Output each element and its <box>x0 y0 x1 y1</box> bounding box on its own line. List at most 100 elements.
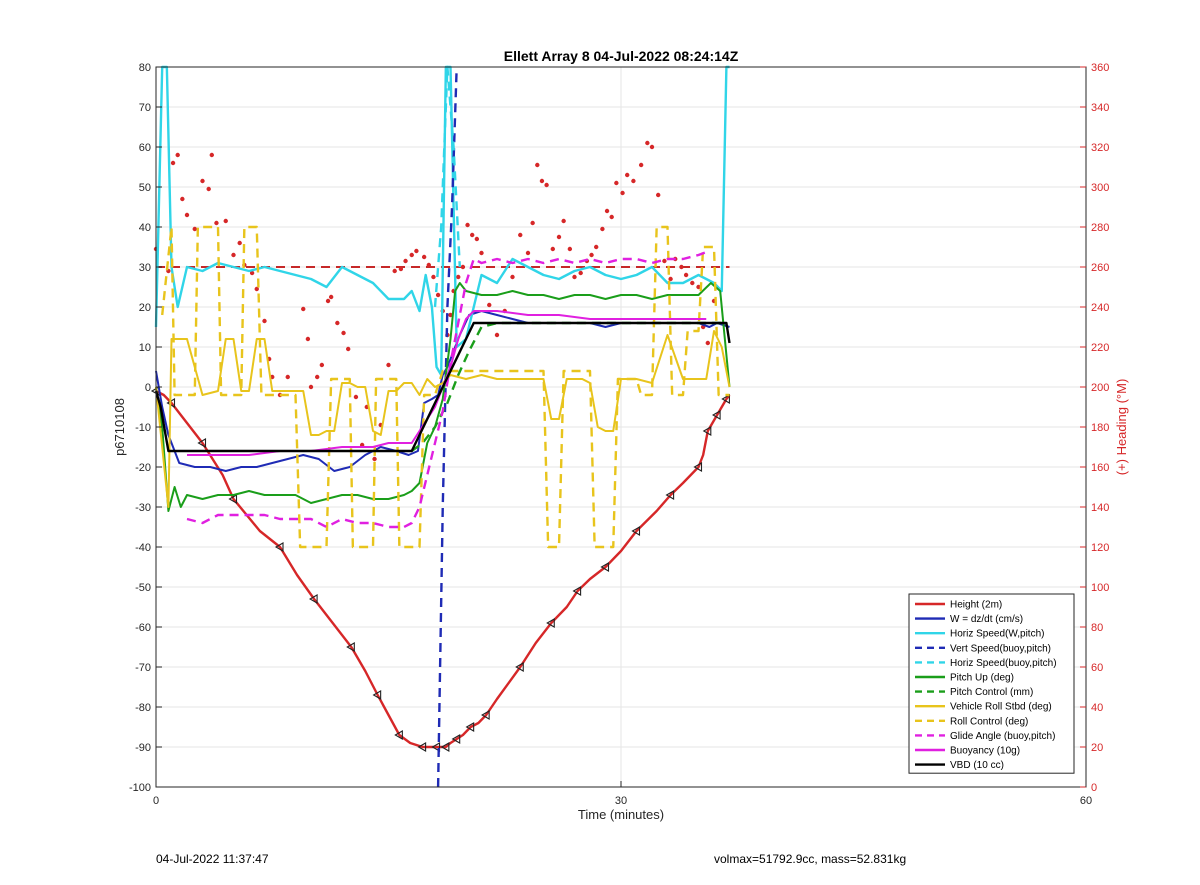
heading-point <box>409 252 414 258</box>
legend-label: VBD (10 cc) <box>950 760 1004 771</box>
heading-point <box>308 384 314 390</box>
y2-tick-label: 180 <box>1091 422 1109 434</box>
heading-point <box>589 252 594 258</box>
y-tick-label: 10 <box>139 342 151 354</box>
y2-tick-label: 220 <box>1091 342 1109 354</box>
heading-point <box>656 192 661 198</box>
heading-point <box>426 262 431 268</box>
heading-point <box>609 214 614 220</box>
heading-point <box>535 162 540 168</box>
y-tick-label: -90 <box>135 742 151 754</box>
heading-point <box>696 284 701 290</box>
height-marker <box>431 742 441 752</box>
heading-point <box>460 264 466 270</box>
height-marker <box>417 742 427 752</box>
y-tick-label: 30 <box>139 262 151 274</box>
y2-tick-label: 360 <box>1091 62 1109 74</box>
heading-point <box>572 274 577 280</box>
height-marker <box>346 642 355 652</box>
heading-point <box>325 298 331 304</box>
height-marker <box>451 734 461 744</box>
y-tick-label: -30 <box>135 502 151 514</box>
heading-point <box>214 220 219 226</box>
y2-axis-label: (+) Heading (°M) <box>1114 379 1129 476</box>
heading-point <box>494 332 500 338</box>
y2-tick-label: 60 <box>1091 662 1103 674</box>
heading-point <box>398 266 404 272</box>
series-line-vert-speed-buoy-pitch <box>436 66 458 788</box>
heading-point <box>690 280 695 286</box>
heading-point <box>435 292 441 298</box>
x-tick-label: 0 <box>153 795 159 807</box>
height-marker <box>440 742 450 752</box>
height-marker <box>702 426 712 436</box>
heading-point <box>474 236 480 242</box>
y-tick-label: -50 <box>135 582 151 594</box>
y-tick-label: 20 <box>139 302 151 314</box>
heading-point <box>518 232 523 238</box>
y2-tick-label: 340 <box>1091 102 1109 114</box>
footer-timestamp: 04-Jul-2022 11:37:47 <box>156 852 269 866</box>
series-line-horiz-speed-w-pitch <box>154 65 730 377</box>
legend-label: Horiz Speed(buoy,pitch) <box>950 658 1057 669</box>
legend-label: Glide Angle (buoy,pitch) <box>950 731 1055 742</box>
heading-point <box>206 186 211 192</box>
y-tick-label: 70 <box>139 102 151 114</box>
height-marker <box>274 542 284 552</box>
y-tick-label: 0 <box>145 382 151 394</box>
axis-ticks: 80706050403020100-10-20-30-40-50-60-70-8… <box>129 62 1109 807</box>
heading-point <box>346 346 351 352</box>
y2-tick-label: 100 <box>1091 582 1109 594</box>
heading-point <box>421 254 427 260</box>
height-marker <box>394 730 403 740</box>
heading-point <box>556 234 562 240</box>
heading-point <box>544 182 549 188</box>
heading-point <box>254 286 259 292</box>
y-tick-label: -60 <box>135 622 151 634</box>
heading-point <box>192 226 197 232</box>
heading-point <box>525 250 531 256</box>
heading-point <box>631 178 636 184</box>
heading-point <box>328 294 334 300</box>
height-marker <box>465 722 475 732</box>
heading-point <box>668 276 673 282</box>
legend-label: W = dz/dt (cm/s) <box>950 614 1023 625</box>
heading-point <box>594 244 599 250</box>
heading-point <box>539 178 545 184</box>
heading-point <box>649 144 655 150</box>
legend-label: Horiz Speed(W,pitch) <box>950 629 1044 640</box>
legend: Height (2m) W = dz/dt (cm/s) Horiz Speed(W… <box>908 593 1075 774</box>
height-marker <box>515 662 524 672</box>
y-tick-label: 50 <box>139 182 151 194</box>
y2-tick-label: 280 <box>1091 222 1109 234</box>
heading-point <box>319 362 325 368</box>
height-marker <box>481 710 490 720</box>
height-marker <box>572 586 582 596</box>
heading-point <box>530 220 535 226</box>
legend-label: Pitch Control (mm) <box>950 687 1033 698</box>
y2-tick-label: 20 <box>1091 742 1103 754</box>
heading-point <box>414 248 419 254</box>
y-tick-label: -10 <box>135 422 151 434</box>
height-marker <box>693 462 703 472</box>
heading-point <box>200 178 205 184</box>
heading-point <box>431 274 436 280</box>
legend-label: Buoyancy (10g) <box>950 746 1020 757</box>
legend-box <box>908 593 1075 774</box>
heading-point <box>353 394 359 400</box>
y-tick-label: 40 <box>139 222 151 234</box>
y-tick-label: -40 <box>135 542 151 554</box>
height-marker <box>197 438 207 448</box>
heading-point <box>479 250 484 256</box>
y-axis-label: p6710108 <box>112 398 127 456</box>
chart-title: Ellett Array 8 04-Jul-2022 08:24:14Z <box>504 48 739 64</box>
height-marker <box>631 526 641 536</box>
height-marker <box>600 562 610 572</box>
heading-point <box>510 274 515 280</box>
heading-point <box>184 212 190 218</box>
heading-point <box>392 268 397 274</box>
heading-point <box>679 264 684 270</box>
heading-point <box>638 162 644 168</box>
heading-point <box>386 362 391 368</box>
series-line-roll-control-deg <box>161 225 730 549</box>
